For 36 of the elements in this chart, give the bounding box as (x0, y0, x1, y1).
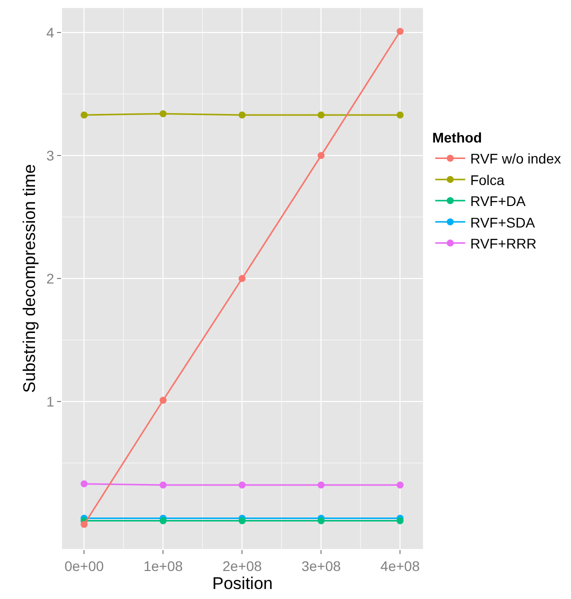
point (160, 482, 167, 489)
x-tick-label: 0e+00 (64, 558, 104, 574)
point (318, 482, 325, 489)
point (160, 396, 167, 404)
point (396, 517, 404, 524)
point (318, 517, 325, 524)
point (238, 482, 246, 489)
point (238, 275, 246, 282)
point (80, 111, 88, 118)
point (238, 517, 246, 524)
point (318, 111, 325, 118)
point (80, 480, 88, 488)
x-axis-title: Position (212, 574, 273, 593)
legend-title: Method (432, 130, 482, 146)
point (318, 152, 325, 160)
y-tick-label: 1 (46, 393, 54, 410)
point (238, 111, 246, 118)
x-tick-label: 1e+08 (143, 558, 183, 574)
y-tick-label: 2 (46, 270, 54, 286)
legend-label: RVF+RRR (470, 236, 536, 252)
point (396, 111, 404, 118)
legend-label: RVF+SDA (470, 214, 536, 230)
x-tick-label: 4e+08 (380, 558, 420, 574)
x-tick-label: 3e+08 (301, 558, 341, 574)
point (160, 110, 167, 118)
point (396, 482, 404, 489)
legend-label: Folca (470, 172, 505, 188)
legend-label: RVF+DA (470, 193, 526, 210)
x-tick-label: 2e+08 (222, 558, 262, 574)
y-axis-title: Substring decompression time (20, 164, 39, 393)
point (396, 28, 404, 35)
point (80, 520, 88, 528)
point (160, 517, 167, 524)
y-tick-label: 4 (46, 24, 54, 40)
legend-label: RVF w/o index (470, 150, 561, 167)
y-tick-label: 3 (46, 147, 54, 164)
